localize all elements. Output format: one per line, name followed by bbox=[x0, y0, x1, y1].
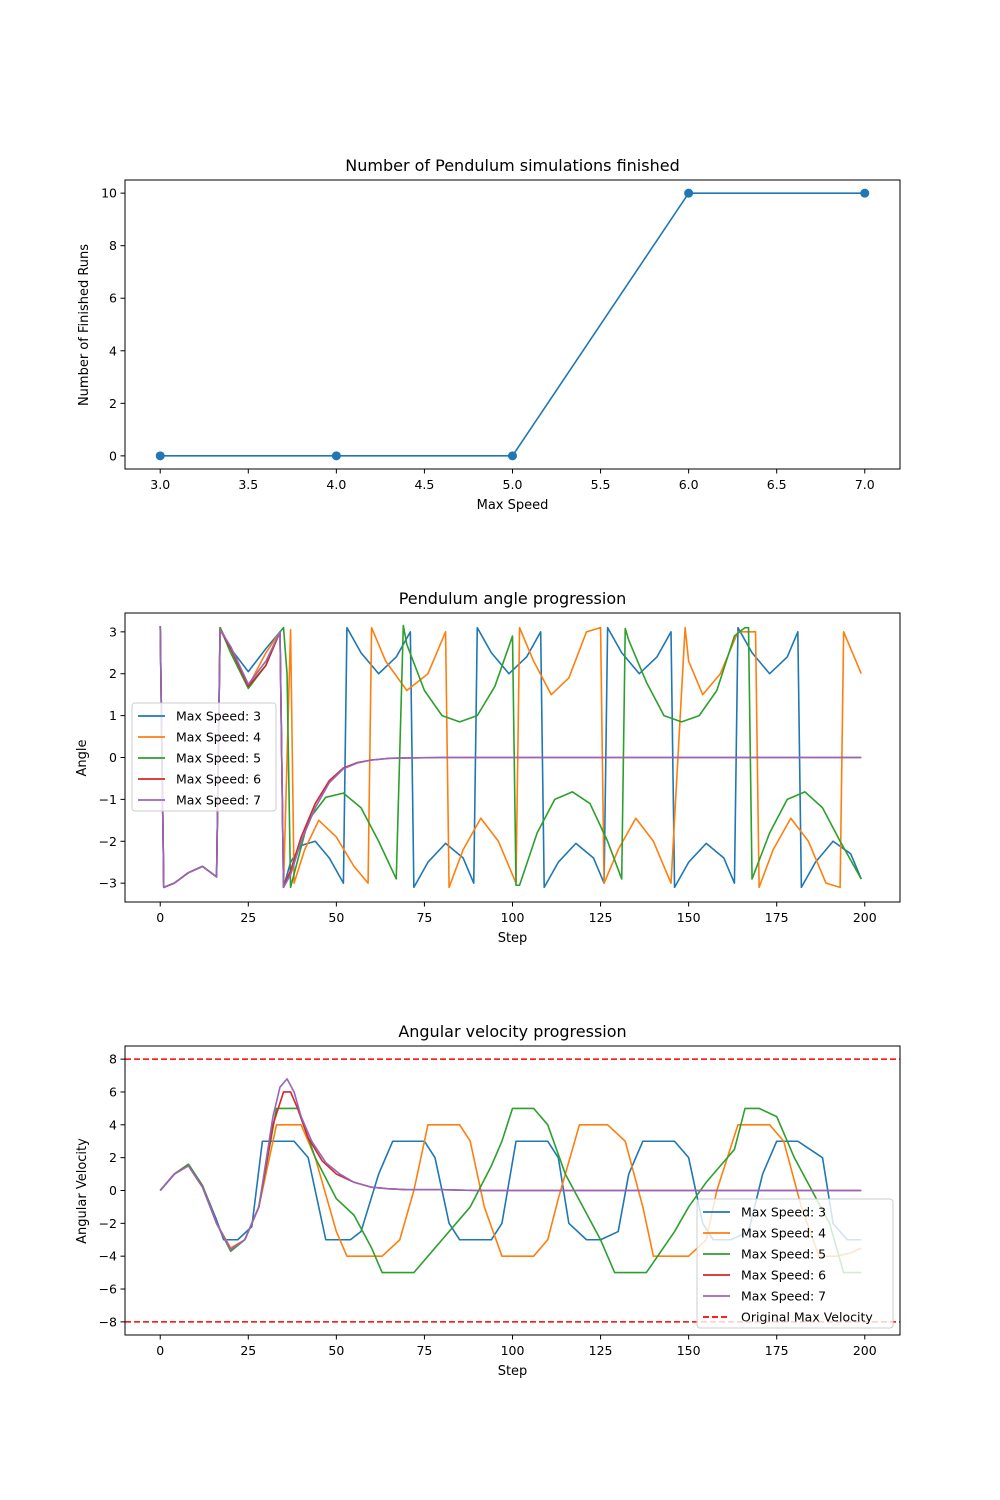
x-tick-label: 5.0 bbox=[503, 477, 523, 492]
data-point-0 bbox=[155, 451, 165, 461]
x-axis-label: Step bbox=[498, 1364, 528, 1379]
data-point-2 bbox=[508, 451, 517, 461]
y-tick-label: 6 bbox=[109, 291, 117, 306]
data-point-1 bbox=[331, 451, 341, 461]
y-tick-label: 2 bbox=[109, 1150, 117, 1165]
y-tick-label: 4 bbox=[109, 1117, 117, 1132]
x-tick-label: 0 bbox=[156, 910, 164, 925]
x-tick-label: 0 bbox=[156, 1343, 164, 1358]
y-tick-label: 0 bbox=[109, 448, 117, 463]
y-tick-label: −4 bbox=[99, 1249, 117, 1264]
y-tick-label: 0 bbox=[109, 1183, 117, 1198]
x-tick-label: 5.5 bbox=[591, 477, 611, 492]
x-axis-label: Step bbox=[498, 931, 528, 946]
x-tick-label: 100 bbox=[501, 1343, 525, 1358]
y-tick-label: 2 bbox=[109, 396, 117, 411]
x-tick-label: 150 bbox=[677, 1343, 701, 1358]
y-tick-label: −8 bbox=[99, 1314, 117, 1329]
y-tick-label: 8 bbox=[109, 1052, 117, 1067]
x-tick-label: 200 bbox=[853, 1343, 877, 1358]
y-tick-label: −1 bbox=[99, 792, 117, 807]
y-axis-label: Angular Velocity bbox=[75, 1138, 90, 1244]
legend-label: Max Speed: 6 bbox=[741, 1268, 826, 1283]
y-tick-label: 8 bbox=[109, 238, 117, 253]
x-tick-label: 200 bbox=[853, 910, 877, 925]
x-tick-label: 100 bbox=[501, 910, 525, 925]
x-tick-label: 7.0 bbox=[855, 477, 875, 492]
x-tick-label: 6.5 bbox=[767, 477, 787, 492]
x-tick-label: 50 bbox=[328, 1343, 344, 1358]
x-tick-label: 4.0 bbox=[326, 477, 346, 492]
y-tick-label: 0 bbox=[109, 750, 117, 765]
chart-title: Angular velocity progression bbox=[398, 1022, 626, 1041]
x-tick-label: 75 bbox=[416, 910, 432, 925]
y-tick-label: −2 bbox=[99, 1216, 117, 1231]
x-axis-label: Max Speed bbox=[477, 498, 549, 513]
x-tick-label: 4.5 bbox=[414, 477, 434, 492]
y-tick-label: 6 bbox=[109, 1084, 117, 1099]
y-tick-label: 3 bbox=[109, 624, 117, 639]
legend-box bbox=[696, 1198, 894, 1329]
y-tick-label: −6 bbox=[99, 1282, 117, 1297]
series-line-4 bbox=[159, 1078, 862, 1251]
chart-angle-progression: Pendulum angle progression Step Angle 0 2… bbox=[75, 589, 901, 946]
x-tick-label: 3.5 bbox=[238, 477, 258, 492]
data-point-4 bbox=[860, 188, 870, 198]
x-tick-label: 25 bbox=[240, 910, 256, 925]
x-tick-label: 125 bbox=[589, 910, 613, 925]
legend-label: Max Speed: 7 bbox=[176, 793, 261, 808]
x-tick-label: 175 bbox=[765, 1343, 789, 1358]
x-tick-label: 3.0 bbox=[150, 477, 170, 492]
legend-label: Max Speed: 3 bbox=[176, 709, 261, 724]
x-tick-label: 175 bbox=[765, 910, 789, 925]
legend-label: Max Speed: 5 bbox=[176, 751, 261, 766]
y-tick-label: 4 bbox=[109, 343, 117, 358]
legend-label: Max Speed: 4 bbox=[741, 1226, 826, 1241]
legend-label: Max Speed: 4 bbox=[176, 730, 261, 745]
legend-label: Max Speed: 6 bbox=[176, 772, 261, 787]
y-tick-label: −3 bbox=[99, 876, 117, 891]
legend-box bbox=[131, 702, 277, 812]
y-axis-label: Angle bbox=[75, 740, 90, 777]
chart-finished-runs: Number of Pendulum simulations finished … bbox=[77, 156, 901, 513]
x-tick-label: 75 bbox=[416, 1343, 432, 1358]
series-line-0 bbox=[159, 625, 862, 889]
data-point-3 bbox=[684, 188, 694, 198]
x-tick-label: 25 bbox=[240, 1343, 256, 1358]
legend-label: Original Max Velocity bbox=[741, 1310, 873, 1325]
series-line-1 bbox=[159, 1124, 862, 1257]
legend: Max Speed: 3 Max Speed: 4 Max Speed: 5 Max … bbox=[696, 1198, 894, 1329]
y-tick-label: 10 bbox=[101, 186, 117, 201]
y-tick-label: −2 bbox=[99, 834, 117, 849]
chart-angular-velocity-progression: Angular velocity progression Step Angula… bbox=[75, 1022, 901, 1379]
x-tick-label: 150 bbox=[677, 910, 701, 925]
x-tick-label: 125 bbox=[589, 1343, 613, 1358]
y-axis-label: Number of Finished Runs bbox=[77, 244, 92, 406]
legend-label: Max Speed: 5 bbox=[741, 1247, 826, 1262]
legend: Max Speed: 3 Max Speed: 4 Max Speed: 5 Max … bbox=[131, 702, 277, 812]
chart-title: Pendulum angle progression bbox=[399, 589, 627, 608]
y-tick-label: 1 bbox=[109, 708, 117, 723]
x-tick-label: 50 bbox=[328, 910, 344, 925]
series-line-4 bbox=[159, 625, 862, 889]
chart-title: Number of Pendulum simulations finished bbox=[345, 156, 679, 175]
legend-label: Max Speed: 3 bbox=[741, 1205, 826, 1220]
legend-label: Max Speed: 7 bbox=[741, 1289, 826, 1304]
x-tick-label: 6.0 bbox=[679, 477, 699, 492]
y-tick-label: 2 bbox=[109, 666, 117, 681]
